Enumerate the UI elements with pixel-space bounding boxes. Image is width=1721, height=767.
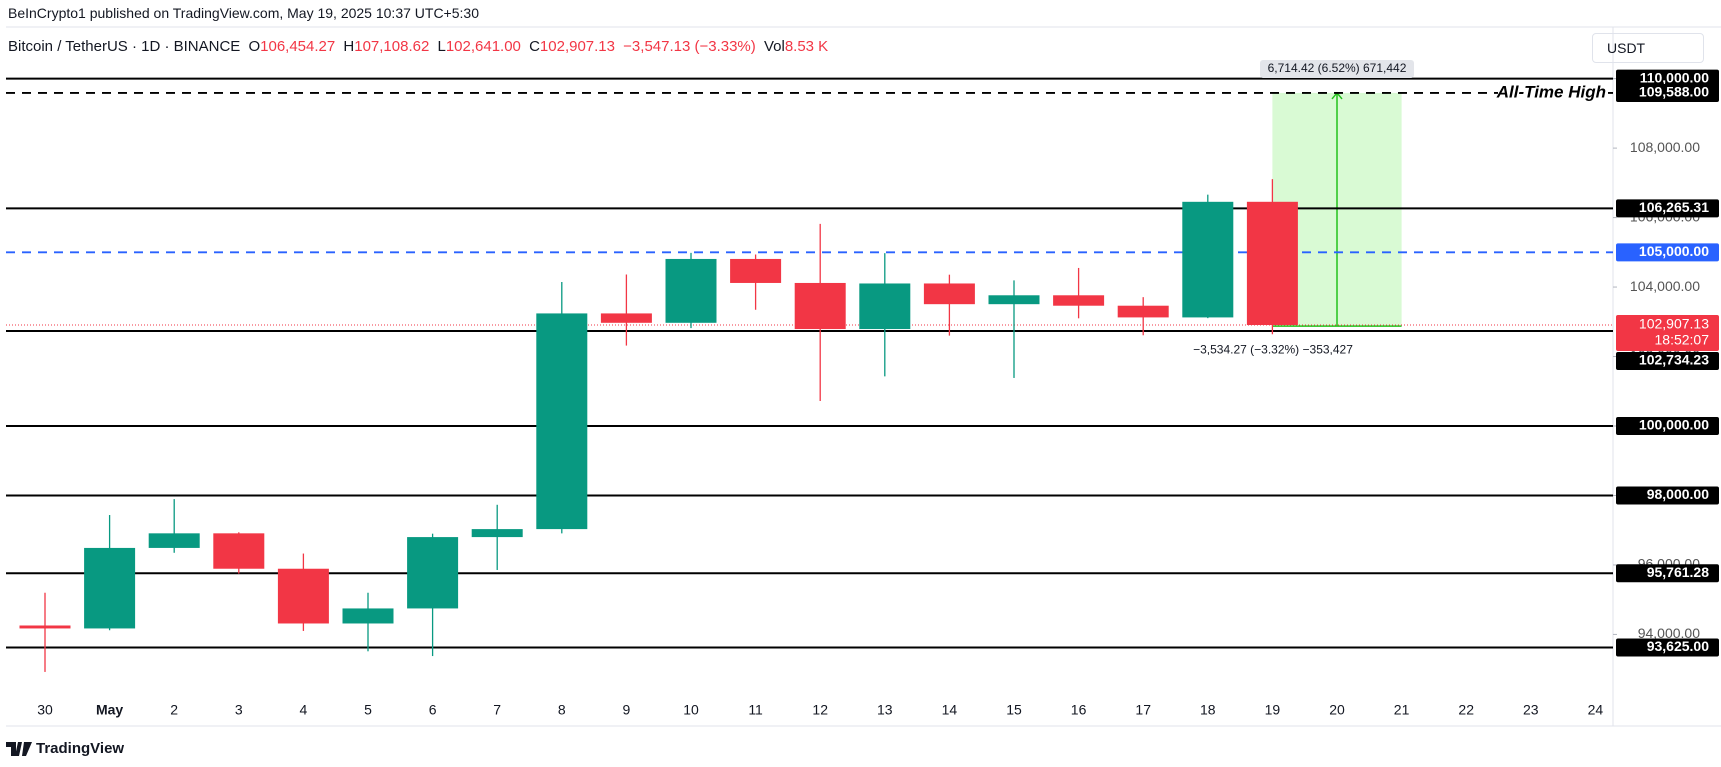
- x-tick-label: 18: [1200, 702, 1216, 718]
- brand-name: TradingView: [36, 740, 125, 757]
- x-tick-label: 7: [493, 702, 501, 718]
- level-label-bg: [1616, 83, 1719, 102]
- candle-body: [665, 258, 717, 323]
- level-label: 105,000.00: [1639, 243, 1709, 259]
- x-tick-label: 5: [364, 702, 372, 718]
- level-label-bg: [1616, 417, 1719, 435]
- candle-body: [859, 283, 911, 330]
- candle-body: [342, 608, 394, 624]
- x-tick-label: 2: [170, 702, 178, 718]
- x-tick-label: 4: [300, 702, 308, 718]
- x-tick-label: 12: [812, 702, 828, 718]
- level-label-bg: [1616, 638, 1719, 657]
- x-tick-label: 19: [1265, 702, 1281, 718]
- x-tick-label: 15: [1006, 702, 1022, 718]
- vol-label: Vol: [763, 38, 785, 55]
- x-tick-label: 13: [877, 702, 893, 718]
- candle-body: [1246, 201, 1298, 326]
- last-price-label-bg: [1616, 315, 1719, 352]
- currency-button[interactable]: USDT: [1592, 33, 1704, 63]
- ohlc-label: C: [529, 38, 540, 55]
- level-label: 110,000.00: [1640, 69, 1710, 85]
- level-label-bg: [1616, 564, 1719, 583]
- x-tick-label: 24: [1588, 702, 1604, 718]
- y-tick-label: 104,000.00: [1630, 278, 1700, 294]
- level-label: 106,265.31: [1639, 199, 1709, 215]
- candle-body: [407, 537, 459, 609]
- candle-body: [1053, 295, 1105, 306]
- x-tick-label: 30: [37, 702, 53, 718]
- level-label-bg: [1616, 243, 1719, 262]
- last-price-label: 102,907.13: [1639, 316, 1709, 332]
- y-tick-label: 108,000.00: [1630, 139, 1700, 155]
- brand: TradingView: [6, 740, 124, 757]
- ohlc-label: H: [343, 38, 355, 55]
- level-label-bg: [1616, 486, 1719, 505]
- symbol-bar: Bitcoin / TetherUS · 1D · BINANCE O106,4…: [8, 38, 832, 55]
- level-label: 98,000.00: [1647, 486, 1709, 502]
- candle-body: [84, 547, 136, 629]
- brand-logo: [6, 741, 32, 756]
- measure-label-bg: [1260, 59, 1414, 78]
- candle-body: [794, 282, 846, 330]
- x-tick-label: 9: [623, 702, 631, 718]
- x-tick-label: 20: [1329, 702, 1345, 718]
- x-tick-label: 11: [748, 702, 763, 718]
- candle-body: [471, 529, 523, 538]
- x-tick-label: 23: [1523, 702, 1539, 718]
- change: −3,547.13 (−3.33%): [623, 38, 756, 55]
- x-tick-label: 14: [942, 702, 958, 718]
- symbol: Bitcoin / TetherUS · 1D · BINANCE: [8, 38, 241, 55]
- level-label-bg: [1616, 69, 1719, 88]
- level-note: All-Time High: [1496, 82, 1606, 101]
- candle-body: [923, 283, 975, 305]
- candle-body: [213, 533, 265, 569]
- ohlc-label: O: [248, 38, 261, 55]
- candle-body: [536, 313, 588, 530]
- ohlc-value: 102,641.00: [445, 38, 521, 55]
- candle-body: [19, 625, 71, 629]
- level-label: 102,734.23: [1639, 352, 1709, 368]
- level-label: 100,000.00: [1639, 417, 1709, 433]
- ohlc-value: 106,454.27: [260, 38, 336, 55]
- candle-body: [277, 568, 329, 624]
- candle-body: [988, 295, 1040, 305]
- y-tick-label: 94,000.00: [1638, 625, 1700, 641]
- ohlc-label: L: [437, 38, 446, 55]
- x-tick-label: 3: [235, 702, 243, 718]
- level-label: 95,761.28: [1647, 564, 1709, 580]
- level-label: 93,625.00: [1647, 638, 1709, 654]
- publish-info: BeInCrypto1 published on TradingView.com…: [8, 5, 479, 21]
- x-tick-label: 10: [683, 702, 699, 718]
- volume: 8.53 K: [784, 38, 829, 55]
- candle-body: [730, 258, 782, 283]
- level-label-bg: [1616, 199, 1719, 218]
- candle-body: [600, 313, 652, 323]
- x-tick-label: 22: [1458, 702, 1474, 718]
- x-tick-label: 6: [429, 702, 437, 718]
- measure-loss-label: −3,534.27 (−3.32%) −353,427: [1193, 342, 1353, 356]
- x-tick-label: 16: [1071, 702, 1087, 718]
- x-tick-label: 8: [558, 702, 566, 718]
- candle-body: [1117, 305, 1169, 318]
- candle-body: [1182, 201, 1234, 318]
- countdown: 18:52:07: [1655, 332, 1710, 348]
- x-tick-label: 17: [1135, 702, 1151, 718]
- x-tick-label: 21: [1394, 702, 1410, 718]
- note-bg: [1498, 82, 1608, 103]
- measure-gain-label: 6,714.42 (6.52%) 671,442: [1268, 61, 1407, 75]
- ohlc-value: 107,108.62: [354, 38, 430, 55]
- ohlc-value: 102,907.13: [539, 38, 615, 55]
- level-label-bg: [1616, 352, 1719, 371]
- candle-body: [148, 533, 200, 548]
- x-tick-label: May: [96, 702, 123, 718]
- level-label: 109,588.00: [1639, 84, 1709, 100]
